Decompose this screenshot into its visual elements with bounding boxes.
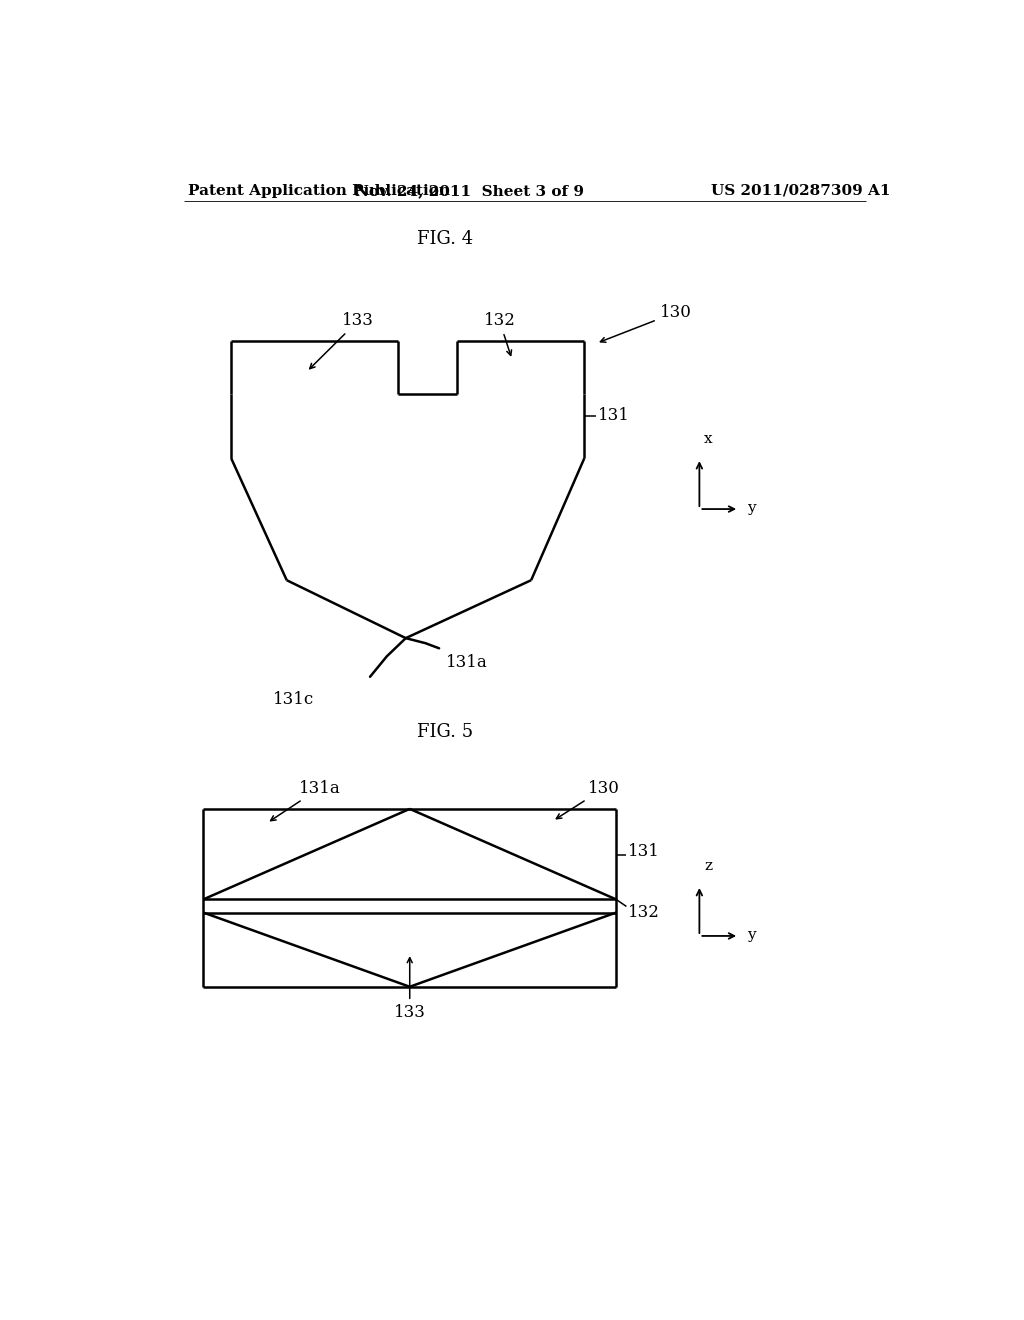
Text: 130: 130	[600, 304, 691, 342]
Text: FIG. 4: FIG. 4	[418, 230, 473, 248]
Text: 130: 130	[556, 780, 621, 818]
Text: x: x	[705, 432, 713, 446]
Text: 131: 131	[598, 407, 630, 424]
Text: 133: 133	[309, 312, 374, 368]
Text: 131a: 131a	[270, 780, 340, 821]
Text: Patent Application Publication: Patent Application Publication	[187, 183, 450, 198]
Text: 131c: 131c	[273, 690, 314, 708]
Text: 132: 132	[483, 312, 515, 355]
Text: 131a: 131a	[445, 655, 487, 672]
Text: z: z	[705, 859, 712, 873]
Text: y: y	[748, 502, 756, 515]
Text: Nov. 24, 2011  Sheet 3 of 9: Nov. 24, 2011 Sheet 3 of 9	[354, 183, 584, 198]
Text: 131: 131	[628, 843, 659, 861]
Text: 133: 133	[394, 958, 426, 1022]
Text: y: y	[748, 928, 756, 942]
Text: 132: 132	[628, 904, 659, 921]
Text: US 2011/0287309 A1: US 2011/0287309 A1	[712, 183, 891, 198]
Text: FIG. 5: FIG. 5	[418, 722, 473, 741]
